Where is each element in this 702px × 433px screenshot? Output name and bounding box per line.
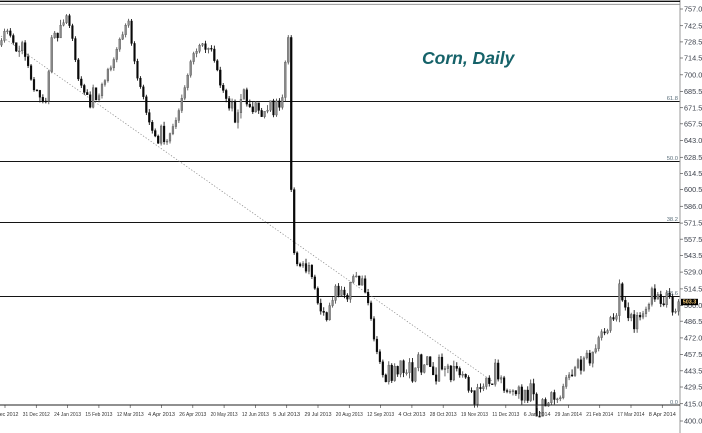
svg-text:38.2: 38.2 [667,217,678,223]
svg-text:28 Oct 2013: 28 Oct 2013 [430,412,457,418]
svg-text:671.5: 671.5 [684,103,702,112]
svg-text:503.3: 503.3 [683,300,697,306]
svg-text:3 Dec 2012: 3 Dec 2012 [0,412,19,418]
svg-text:628.5: 628.5 [684,153,702,162]
svg-text:20 May 2013: 20 May 2013 [211,412,238,418]
svg-text:514.5: 514.5 [684,285,702,294]
svg-text:19 Nov 2013: 19 Nov 2013 [461,412,488,418]
svg-text:400.0: 400.0 [684,417,702,426]
svg-text:685.5: 685.5 [684,87,702,96]
svg-text:8 Apr 2014: 8 Apr 2014 [649,412,676,418]
svg-text:61.8: 61.8 [667,96,678,102]
svg-text:5 Jul 2013: 5 Jul 2013 [273,412,300,418]
svg-text:12 Mar 2013: 12 Mar 2013 [117,412,144,418]
svg-text:29 Jan 2014: 29 Jan 2014 [555,412,582,418]
svg-text:11 Dec 2013: 11 Dec 2013 [492,412,519,418]
svg-text:643.0: 643.0 [684,136,702,145]
svg-text:Corn, Daily: Corn, Daily [422,48,516,68]
svg-text:443.5: 443.5 [684,366,702,375]
svg-text:429.5: 429.5 [684,383,702,392]
svg-text:50.0: 50.0 [667,156,678,162]
svg-text:26 Apr 2013: 26 Apr 2013 [179,412,206,418]
svg-text:657.5: 657.5 [684,119,702,128]
svg-text:6 Jan 2014: 6 Jan 2014 [524,412,551,418]
svg-text:728.5: 728.5 [684,38,702,47]
svg-text:23.6: 23.6 [667,291,678,297]
svg-text:17 Mar 2014: 17 Mar 2014 [618,412,645,418]
svg-text:4 Apr 2013: 4 Apr 2013 [148,412,175,418]
svg-text:12 Sep 2013: 12 Sep 2013 [367,412,394,418]
svg-text:757.0: 757.0 [684,5,702,14]
svg-text:586.0: 586.0 [684,202,702,211]
svg-text:486.5: 486.5 [684,317,702,326]
svg-text:714.5: 714.5 [684,54,702,63]
svg-text:457.5: 457.5 [684,350,702,359]
svg-text:4 Oct 2013: 4 Oct 2013 [398,412,425,418]
svg-text:700.0: 700.0 [684,70,702,79]
svg-text:20 Aug 2013: 20 Aug 2013 [336,412,363,418]
svg-text:415.0: 415.0 [684,399,702,408]
svg-text:557.5: 557.5 [684,235,702,244]
svg-text:31 Dec 2012: 31 Dec 2012 [23,412,50,418]
svg-text:614.5: 614.5 [684,169,702,178]
svg-text:742.5: 742.5 [684,21,702,30]
svg-text:21 Feb 2014: 21 Feb 2014 [586,412,613,418]
svg-text:600.5: 600.5 [684,185,702,194]
svg-text:571.5: 571.5 [684,219,702,228]
svg-text:24 Jan 2013: 24 Jan 2013 [54,412,81,418]
svg-text:529.0: 529.0 [684,268,702,277]
svg-text:29 Jul 2013: 29 Jul 2013 [305,412,332,418]
svg-text:543.5: 543.5 [684,251,702,260]
svg-text:12 Jun 2013: 12 Jun 2013 [242,412,269,418]
svg-text:472.0: 472.0 [684,334,702,343]
svg-text:15 Feb 2013: 15 Feb 2013 [85,412,112,418]
